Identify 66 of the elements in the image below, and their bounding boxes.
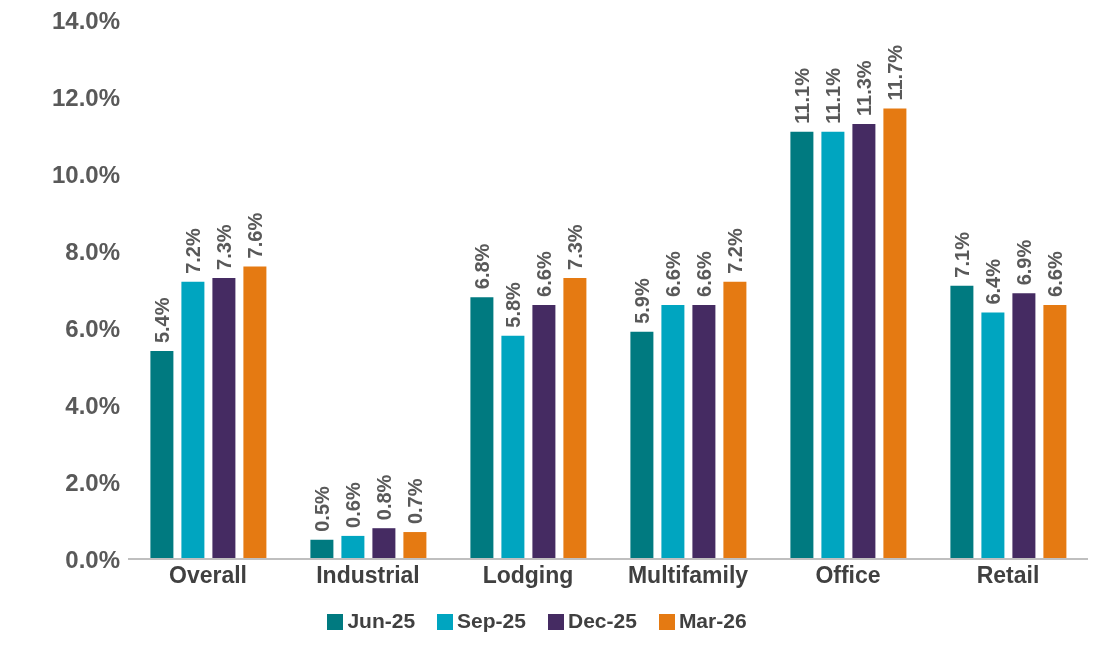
- x-tick-label: Retail: [976, 562, 1040, 589]
- x-tick-label: Multifamily: [627, 562, 749, 589]
- data-label: 0.5%: [310, 485, 333, 532]
- data-label: 7.6%: [243, 212, 266, 259]
- bar: [341, 535, 365, 559]
- bar: [630, 331, 654, 559]
- data-label: 6.6%: [532, 251, 555, 297]
- legend-label: Jun-25: [347, 609, 416, 632]
- bar: [852, 123, 876, 559]
- data-label: 6.6%: [692, 251, 715, 297]
- data-label: 5.8%: [501, 281, 524, 328]
- data-label: 7.3%: [563, 224, 586, 270]
- y-tick-label: 8.0%: [65, 237, 120, 265]
- data-label: 0.7%: [403, 478, 426, 525]
- legend-label: Dec-25: [567, 609, 637, 632]
- data-label: 11.3%: [852, 60, 875, 116]
- bar: [243, 266, 267, 559]
- bar: [1012, 293, 1036, 559]
- bar: [212, 277, 236, 559]
- y-tick-label: 12.0%: [51, 83, 120, 111]
- data-label: 6.9%: [1012, 239, 1035, 286]
- y-tick-label: 10.0%: [51, 160, 120, 188]
- bar: [821, 131, 845, 559]
- bar: [532, 304, 556, 559]
- bar: [692, 304, 716, 559]
- bar: [372, 528, 396, 559]
- y-tick-label: 0.0%: [65, 545, 120, 573]
- y-tick-label: 6.0%: [65, 314, 120, 342]
- data-label: 11.7%: [883, 44, 906, 101]
- y-tick-label: 4.0%: [65, 391, 120, 419]
- data-label: 11.1%: [821, 67, 844, 124]
- data-label: 11.1%: [790, 67, 813, 124]
- data-label: 0.6%: [341, 482, 364, 528]
- bar: [563, 277, 587, 559]
- legend-label: Sep-25: [457, 609, 526, 632]
- x-tick-label: Lodging: [482, 562, 574, 589]
- data-label: 7.3%: [212, 224, 235, 270]
- data-label: 6.4%: [981, 258, 1004, 305]
- legend-label: Mar-26: [678, 609, 747, 632]
- data-label: 7.1%: [950, 231, 973, 278]
- bar: [150, 351, 174, 559]
- y-tick-label: 2.0%: [65, 468, 120, 496]
- data-label: 5.9%: [630, 278, 653, 324]
- bar: [181, 281, 205, 559]
- y-tick-label: 14.0%: [51, 6, 120, 34]
- x-tick-label: Overall: [169, 562, 247, 589]
- bar: [981, 312, 1005, 559]
- bar: [1043, 304, 1067, 559]
- data-label: 5.4%: [150, 297, 173, 344]
- bar: [403, 532, 427, 559]
- data-label: 6.8%: [470, 243, 493, 290]
- x-tick-label: Industrial: [316, 562, 420, 589]
- bar: [501, 335, 525, 559]
- data-label: 7.2%: [181, 228, 204, 274]
- data-label: 7.2%: [723, 228, 746, 274]
- bar: [661, 304, 685, 559]
- data-label: 6.6%: [1043, 251, 1066, 297]
- bar: [790, 131, 814, 559]
- bar: [310, 539, 334, 559]
- bar: [470, 297, 494, 559]
- bar: [723, 281, 747, 559]
- data-label: 0.8%: [372, 474, 395, 521]
- data-label: 6.6%: [661, 251, 684, 297]
- x-tick-label: Office: [815, 562, 881, 589]
- bar: [883, 108, 907, 559]
- bar: [950, 285, 974, 559]
